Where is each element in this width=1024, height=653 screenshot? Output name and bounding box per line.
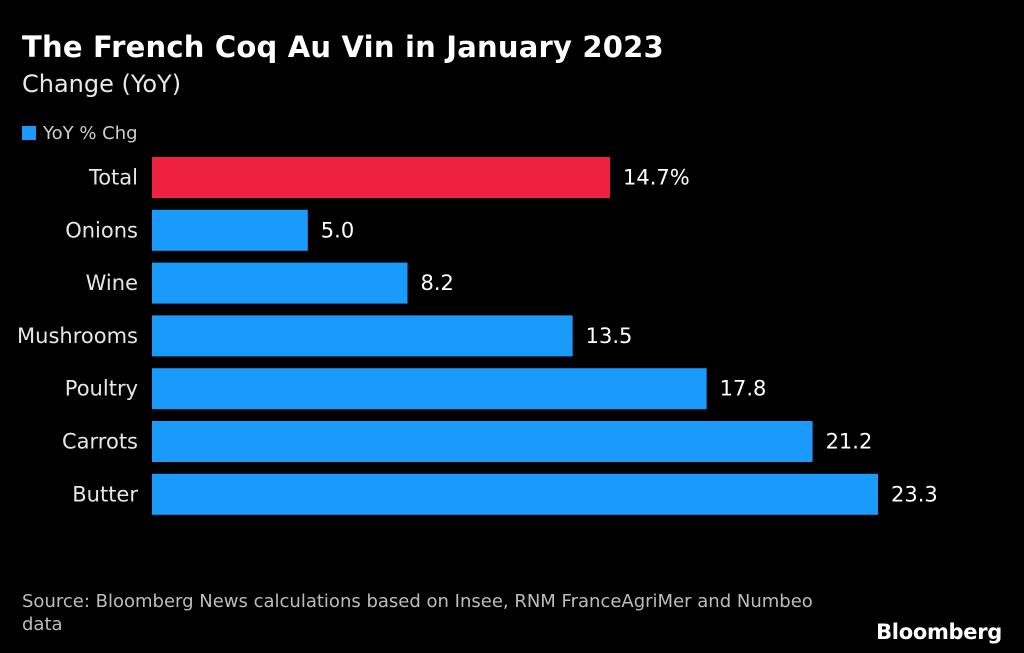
- legend-swatch: [22, 126, 36, 140]
- source-note: Source: Bloomberg News calculations base…: [22, 591, 813, 635]
- category-label-carrots: Carrots: [62, 430, 138, 454]
- chart-title: The French Coq Au Vin in January 2023: [22, 30, 664, 64]
- bloomberg-logo: Bloomberg: [876, 620, 1002, 644]
- bar-poultry: [152, 368, 707, 410]
- value-label-poultry: 17.8: [720, 377, 767, 401]
- category-label-butter: Butter: [72, 482, 138, 506]
- legend: YoY % Chg: [22, 122, 138, 144]
- value-label-carrots: 21.2: [826, 430, 873, 454]
- value-label-wine: 8.2: [421, 271, 454, 295]
- category-label-onions: Onions: [65, 218, 138, 242]
- category-label-wine: Wine: [86, 271, 138, 295]
- bar-mushrooms: [152, 315, 573, 357]
- chart-subtitle: Change (YoY): [22, 70, 182, 98]
- value-label-mushrooms: 13.5: [586, 324, 633, 348]
- legend-label: YoY % Chg: [43, 122, 138, 144]
- bar-chart: Total 14.7% Onions 5.0 Wine 8.2 Mushrooms 13.5 P…: [17, 157, 938, 515]
- category-label-total: Total: [88, 166, 138, 190]
- bar-total: [152, 157, 611, 198]
- category-label-mushrooms: Mushrooms: [17, 324, 138, 348]
- bar-wine: [152, 262, 408, 304]
- bar-carrots: [152, 421, 813, 462]
- value-label-total: 14.7%: [623, 166, 690, 190]
- value-label-butter: 23.3: [891, 482, 938, 506]
- category-label-poultry: Poultry: [65, 377, 138, 401]
- value-label-onions: 5.0: [321, 218, 354, 242]
- bar-butter: [152, 473, 878, 515]
- bar-onions: [152, 209, 308, 251]
